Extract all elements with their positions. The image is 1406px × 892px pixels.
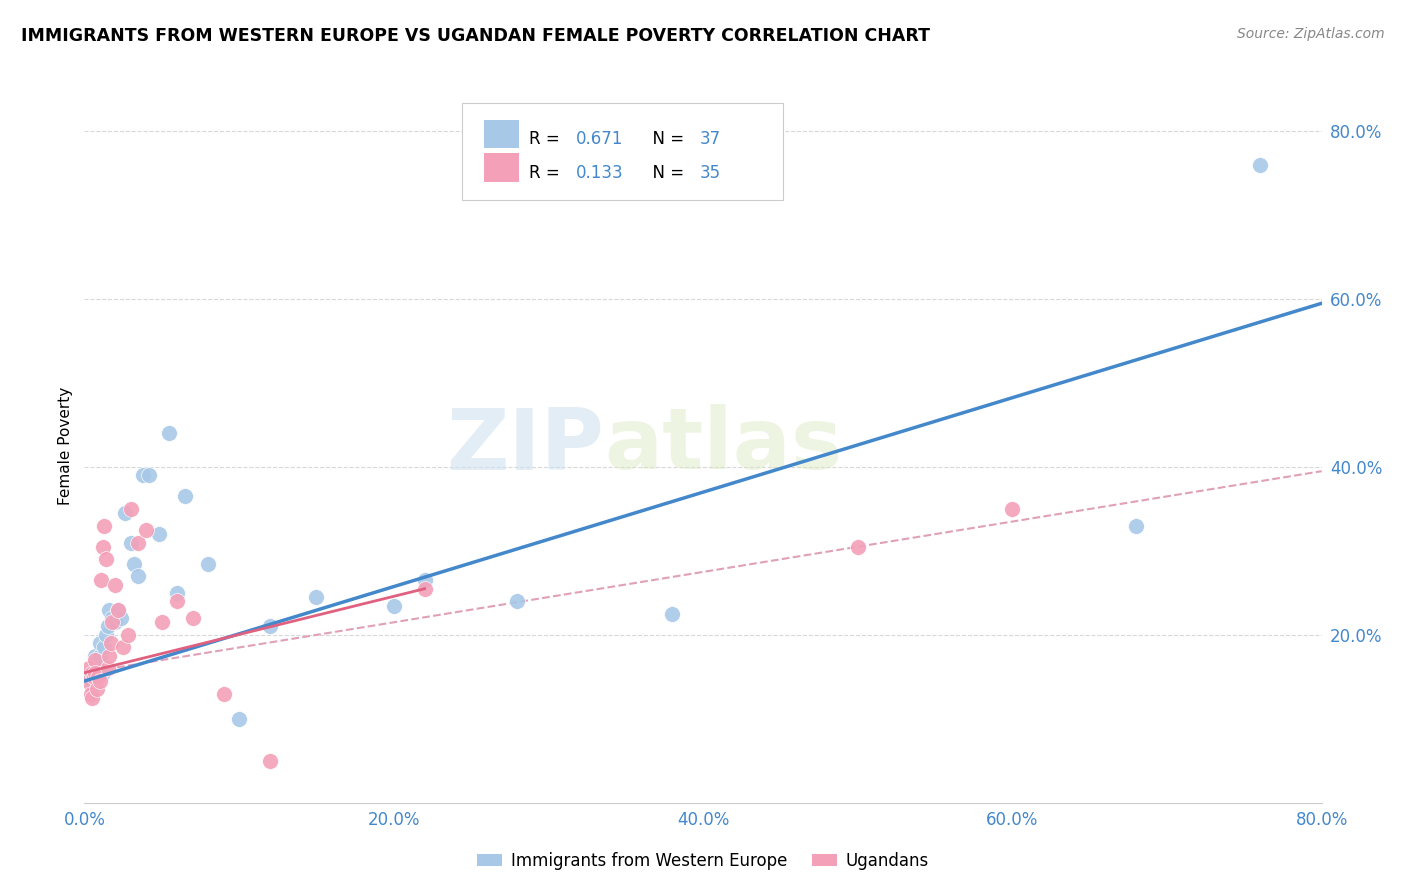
Point [86, 653, 108, 667]
Point [87, 665, 110, 680]
Text: 0.671: 0.671 [575, 130, 623, 148]
FancyBboxPatch shape [484, 120, 519, 148]
Point [228, 712, 250, 726]
Point [114, 506, 136, 520]
Point [91, 665, 114, 680]
Point [148, 527, 170, 541]
Point [89, 648, 111, 663]
Text: N =: N = [643, 130, 690, 148]
Point [101, 611, 124, 625]
Point [259, 619, 281, 633]
Point [382, 599, 405, 613]
Point [82, 690, 104, 705]
Point [413, 582, 436, 596]
Point [83, 661, 105, 675]
FancyBboxPatch shape [484, 153, 519, 182]
Point [84, 648, 107, 663]
Point [135, 523, 157, 537]
Point [93, 640, 115, 655]
Point [89, 674, 111, 689]
Point [110, 611, 132, 625]
Point [79, 678, 101, 692]
Point [107, 603, 129, 617]
Point [104, 615, 127, 630]
Point [120, 502, 142, 516]
Point [112, 640, 135, 655]
Text: N =: N = [643, 164, 690, 182]
Point [77, 665, 100, 680]
Point [91, 540, 114, 554]
Point [84, 653, 107, 667]
Text: R =: R = [529, 164, 565, 182]
Point [107, 603, 129, 617]
Text: ZIP: ZIP [446, 404, 605, 488]
Point [86, 682, 108, 697]
Point [127, 535, 149, 549]
Point [94, 628, 117, 642]
Point [127, 569, 149, 583]
Point [77, 661, 100, 675]
Point [138, 468, 160, 483]
Point [166, 594, 188, 608]
Point [104, 577, 127, 591]
Point [84, 665, 107, 680]
Point [90, 574, 112, 588]
Point [100, 636, 122, 650]
Text: R =: R = [529, 130, 565, 148]
Point [1125, 518, 1147, 533]
Point [1249, 158, 1271, 172]
Point [197, 557, 219, 571]
Text: 37: 37 [699, 130, 720, 148]
Point [132, 468, 155, 483]
Point [101, 615, 124, 630]
Point [117, 628, 139, 642]
Point [413, 574, 436, 588]
Point [76, 665, 98, 680]
Text: Source: ZipAtlas.com: Source: ZipAtlas.com [1237, 27, 1385, 41]
Point [506, 594, 529, 608]
Point [98, 648, 121, 663]
Point [259, 754, 281, 768]
Text: 0.133: 0.133 [575, 164, 623, 182]
Point [181, 611, 204, 625]
Point [661, 607, 683, 621]
Point [166, 586, 188, 600]
Point [150, 615, 173, 630]
Point [94, 552, 117, 566]
Point [122, 557, 145, 571]
Point [159, 426, 180, 441]
Point [1001, 502, 1024, 516]
Point [212, 687, 235, 701]
Point [98, 603, 121, 617]
FancyBboxPatch shape [461, 103, 783, 200]
Point [79, 687, 101, 701]
Point [305, 590, 328, 604]
Point [87, 670, 110, 684]
Point [96, 661, 118, 675]
Text: 35: 35 [699, 164, 720, 182]
Text: IMMIGRANTS FROM WESTERN EUROPE VS UGANDAN FEMALE POVERTY CORRELATION CHART: IMMIGRANTS FROM WESTERN EUROPE VS UGANDA… [21, 27, 931, 45]
Point [96, 619, 118, 633]
Point [82, 665, 104, 680]
Y-axis label: Female Poverty: Female Poverty [58, 387, 73, 505]
Point [93, 518, 115, 533]
Text: atlas: atlas [605, 404, 842, 488]
Legend: Immigrants from Western Europe, Ugandans: Immigrants from Western Europe, Ugandans [471, 846, 935, 877]
Point [174, 489, 197, 503]
Point [89, 636, 111, 650]
Point [82, 674, 104, 689]
Point [846, 540, 869, 554]
Point [83, 670, 105, 684]
Point [120, 535, 142, 549]
